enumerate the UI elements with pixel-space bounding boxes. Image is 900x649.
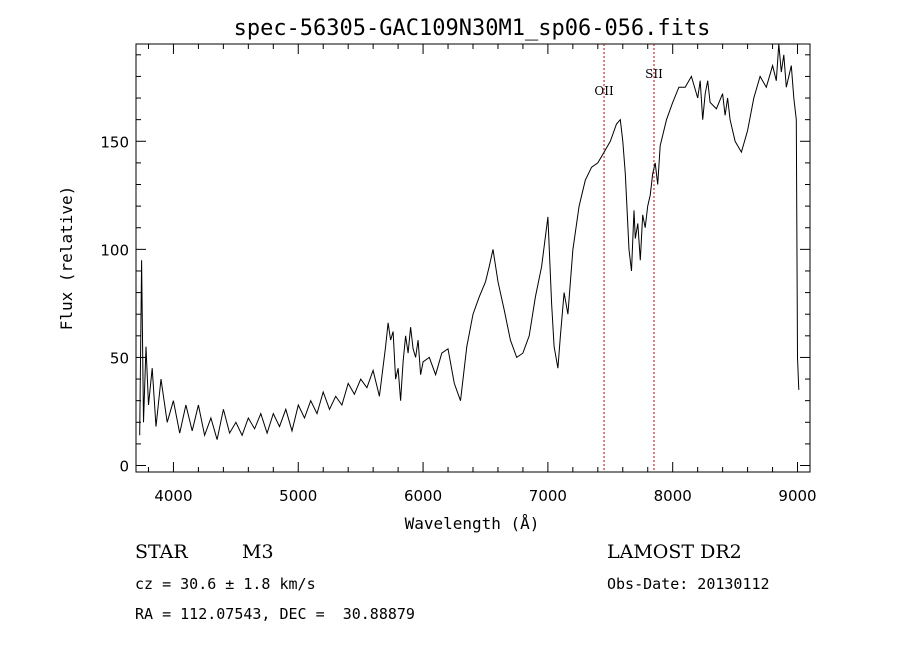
y-tick-label: 100	[100, 241, 129, 259]
line-markers: OII SII	[594, 44, 663, 472]
y-tick-label: 0	[119, 458, 129, 476]
x-tick-label: 9000	[778, 487, 816, 505]
object-class: STAR	[135, 541, 188, 563]
survey-name: LAMOST DR2	[607, 541, 742, 563]
redshift-readout: cz = 30.6 ± 1.8 km/s	[135, 575, 316, 593]
coordinates-readout: RA = 112.07543, DEC = 30.88879	[135, 605, 415, 623]
y-axis-label: Flux (relative)	[57, 186, 76, 331]
y-tick-label: 50	[110, 349, 129, 367]
chart-title: spec-56305-GAC109N30M1_sp06-056.fits	[234, 16, 711, 41]
object-subclass: M3	[242, 541, 274, 563]
x-tick-label: 6000	[404, 487, 442, 505]
spectrum-line	[139, 43, 800, 440]
line-marker-label: OII	[594, 84, 614, 98]
x-axis-label: Wavelength (Å)	[405, 514, 540, 533]
axis-ticks: 4000 5000 6000 7000 8000 9000 0 50 100 150	[100, 44, 817, 505]
x-tick-label: 4000	[154, 487, 192, 505]
y-tick-label: 150	[100, 133, 129, 151]
x-tick-label: 7000	[529, 487, 567, 505]
plot-frame	[135, 43, 811, 473]
x-tick-label: 8000	[654, 487, 692, 505]
spectrum-series	[139, 43, 800, 440]
x-tick-label: 5000	[279, 487, 317, 505]
line-marker-label: SII	[645, 67, 663, 81]
obs-date: Obs-Date: 20130112	[607, 575, 770, 593]
